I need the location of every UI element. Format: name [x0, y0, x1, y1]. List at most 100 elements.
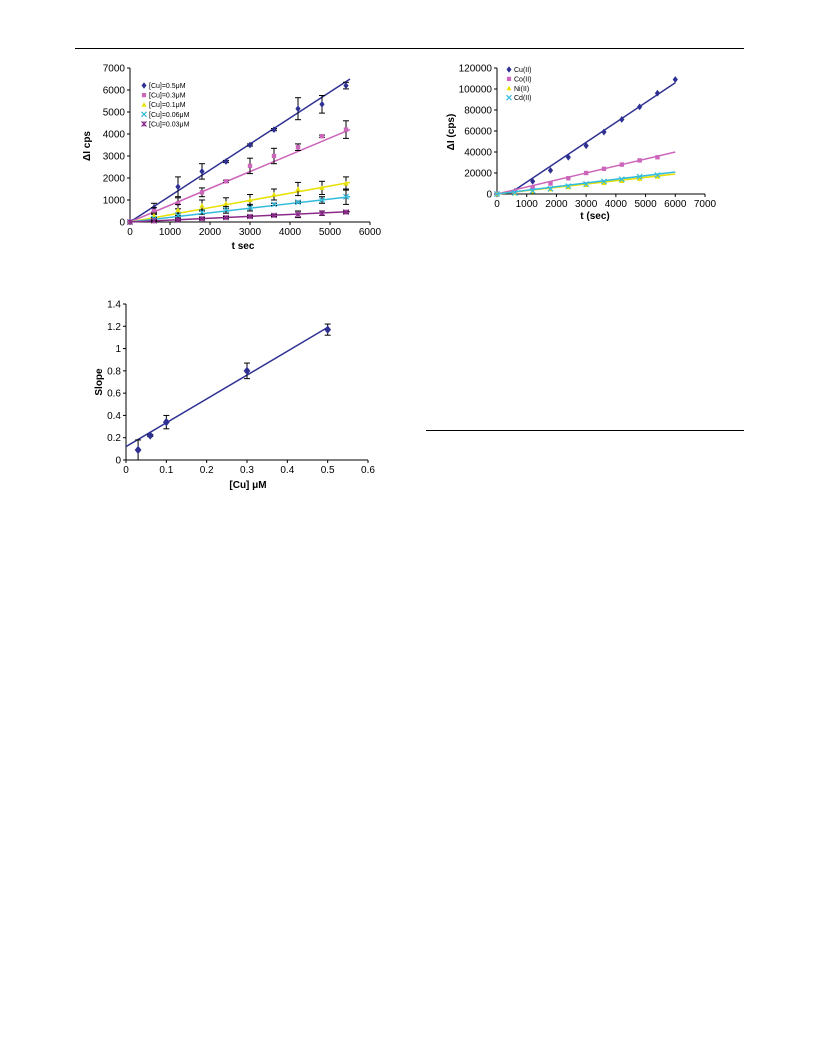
legend-entry: [Cu]=0.1μM	[149, 102, 186, 109]
data-point	[294, 211, 302, 218]
x-axis-label: [Cu] μM	[229, 480, 266, 491]
legend-marker	[141, 82, 147, 89]
y-tick-label: 0	[119, 218, 125, 229]
data-point	[222, 206, 230, 213]
y-tick-label: 20000	[464, 169, 492, 180]
data-point	[601, 128, 607, 136]
x-tick-label: 0	[123, 465, 129, 476]
data-point	[174, 212, 182, 219]
data-point	[270, 212, 278, 219]
legend-marker	[141, 93, 147, 98]
selectivity-chart: 0 1000 2000 3000 4000 5000 6000 7000 0 20000 40000…	[446, 64, 717, 223]
x-tick-label: 5000	[319, 227, 342, 238]
data-point	[601, 180, 607, 186]
data-point	[637, 176, 643, 181]
data-point	[246, 204, 254, 211]
data-point	[295, 145, 301, 150]
legend-entry: Co(II)	[514, 76, 532, 83]
data-point	[636, 173, 643, 180]
data-point	[343, 127, 349, 132]
data-point	[174, 216, 182, 223]
x-tick-label: 5000	[634, 199, 657, 210]
data-point	[198, 209, 206, 216]
x-tick-label: 0.6	[361, 465, 375, 476]
y-tick-label: 6000	[103, 86, 126, 97]
legend-marker	[506, 85, 512, 91]
y-tick-label: 120000	[459, 64, 493, 75]
y-tick-label: 0.6	[107, 389, 121, 400]
data-point	[175, 201, 181, 206]
data-point	[134, 445, 142, 455]
y-axis-label: Slope	[94, 368, 105, 396]
y-tick-label: 1000	[103, 196, 126, 207]
data-point	[342, 193, 350, 200]
x-tick-label: 2000	[199, 227, 222, 238]
y-tick-label: 100000	[459, 85, 493, 96]
calibration-chart: 0 0.1 0.2 0.3 0.4 0.5 0.6 0 0.2 0.4 0.6 0.8 1 1.2 1.4 […	[94, 300, 375, 492]
data-point	[654, 174, 661, 179]
data-point	[222, 214, 230, 221]
data-point	[295, 105, 301, 113]
data-point	[126, 218, 134, 226]
y-tick-label: 1.2	[107, 322, 121, 333]
data-point	[150, 217, 158, 224]
data-point	[601, 166, 607, 171]
data-point	[583, 181, 590, 188]
data-point	[247, 197, 253, 203]
data-point	[619, 162, 624, 167]
data-point	[342, 209, 350, 216]
x-tick-label: 0	[494, 199, 500, 210]
data-point	[199, 202, 205, 208]
y-tick-label: 0.8	[107, 366, 121, 377]
legend-entry: Ni(II)	[514, 86, 529, 93]
x-tick-label: 0.2	[200, 465, 214, 476]
data-point	[343, 180, 349, 186]
x-tick-label: 4000	[605, 199, 628, 210]
data-point	[199, 168, 205, 175]
x-tick-label: 0.3	[240, 465, 254, 476]
data-point	[199, 190, 205, 195]
data-point	[271, 126, 277, 133]
data-point	[146, 431, 154, 440]
legend-entry: [Cu]=0.5μM	[149, 83, 186, 90]
data-point	[319, 134, 325, 139]
y-tick-label: 40000	[464, 148, 492, 159]
data-point	[672, 76, 678, 83]
data-point	[654, 172, 661, 179]
data-point	[493, 190, 501, 198]
x-tick-label: 4000	[279, 227, 302, 238]
data-point	[271, 191, 277, 197]
y-tick-label: 2000	[103, 174, 126, 185]
legend-entry: [Cu]=0.03μM	[149, 121, 190, 128]
fit-line	[129, 78, 351, 223]
data-point	[319, 100, 325, 108]
data-point	[162, 417, 170, 427]
x-axis-label: t (sec)	[580, 211, 609, 222]
data-point	[655, 155, 660, 160]
data-point	[223, 200, 229, 206]
data-point	[319, 185, 325, 190]
y-tick-label: 1.4	[107, 300, 121, 311]
legend-marker	[506, 76, 512, 81]
x-tick-label: 3000	[575, 199, 598, 210]
data-point	[530, 185, 535, 190]
fit-line	[129, 181, 351, 223]
data-point	[295, 186, 301, 192]
data-point	[318, 196, 326, 204]
data-point	[511, 189, 518, 196]
x-tick-label: 7000	[694, 199, 717, 210]
legend-marker	[506, 66, 512, 73]
data-point	[223, 179, 229, 184]
data-point	[294, 199, 302, 206]
data-point	[151, 208, 157, 214]
data-point	[547, 166, 554, 174]
y-tick-label: 3000	[103, 152, 126, 163]
data-point	[175, 183, 181, 191]
y-tick-label: 0.2	[107, 433, 121, 444]
fit-line	[508, 82, 676, 195]
y-tick-label: 0	[115, 456, 121, 467]
fit-line	[129, 128, 351, 223]
header-rule	[75, 48, 744, 49]
data-point	[247, 163, 253, 169]
legend-entry: [Cu]=0.06μM	[149, 112, 190, 119]
